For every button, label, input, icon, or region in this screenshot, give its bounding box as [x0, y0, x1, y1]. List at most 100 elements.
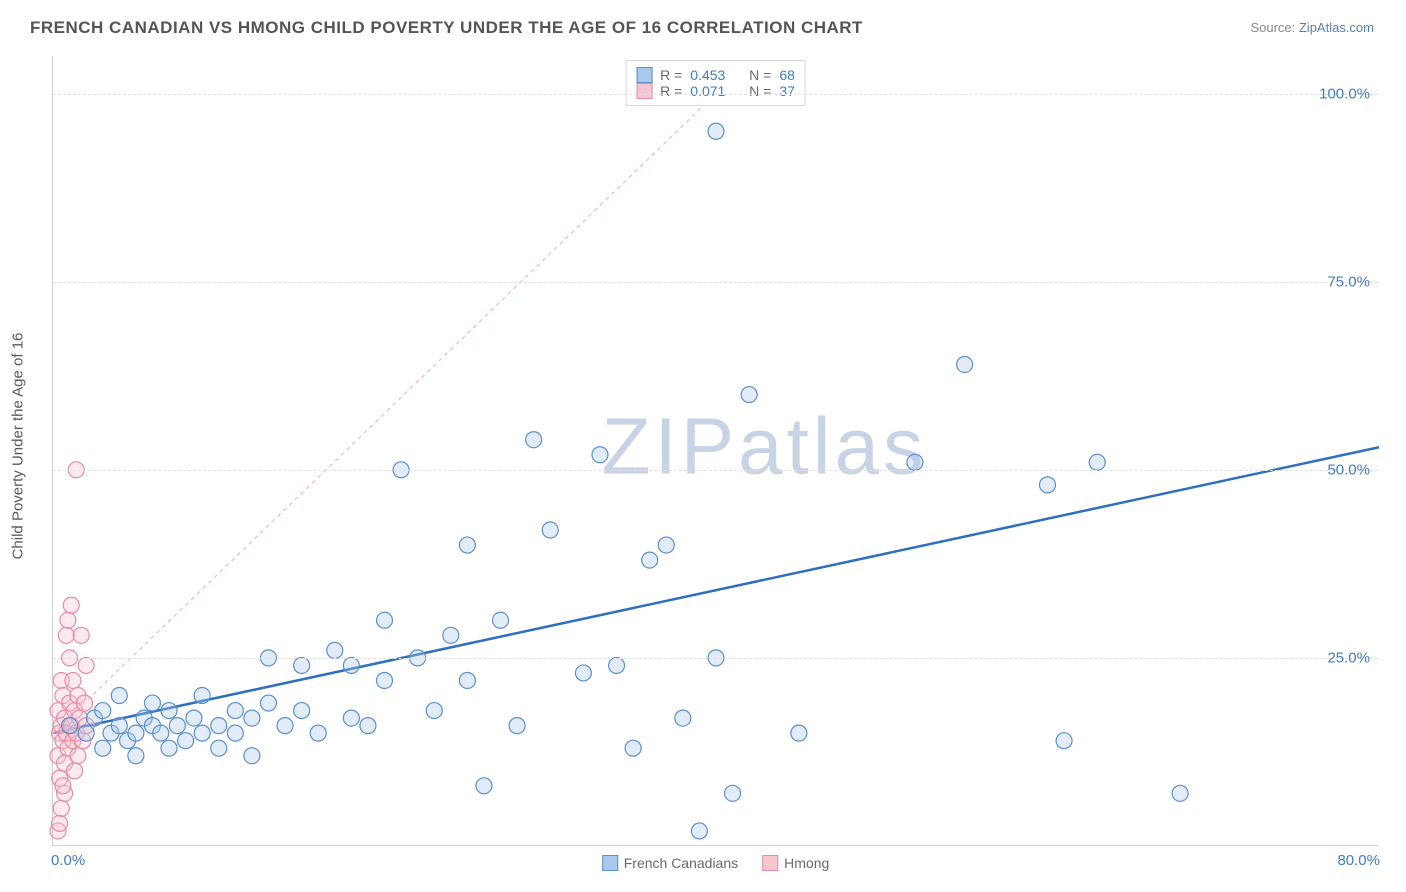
data-point — [244, 710, 260, 726]
data-point — [211, 740, 227, 756]
data-point — [1056, 733, 1072, 749]
data-point — [691, 823, 707, 839]
data-point — [60, 612, 76, 628]
data-point — [111, 688, 127, 704]
legend-row-series-0: R = 0.453 N = 68 — [636, 67, 795, 83]
data-point — [426, 703, 442, 719]
data-point — [128, 748, 144, 764]
series-legend: French Canadians Hmong — [602, 855, 830, 871]
data-point — [609, 657, 625, 673]
data-point — [186, 710, 202, 726]
data-point — [73, 627, 89, 643]
data-point — [144, 695, 160, 711]
data-point — [509, 718, 525, 734]
data-point — [76, 695, 92, 711]
data-point — [343, 710, 359, 726]
data-point — [128, 725, 144, 741]
data-point — [55, 778, 71, 794]
legend-r-label: R = — [660, 83, 682, 99]
data-point — [791, 725, 807, 741]
data-point — [178, 733, 194, 749]
legend-n-value-0: 68 — [779, 67, 795, 83]
data-point — [310, 725, 326, 741]
gridline-h — [53, 658, 1378, 659]
data-point — [542, 522, 558, 538]
data-point — [294, 703, 310, 719]
data-point — [476, 778, 492, 794]
plot-area: ZIPatlas R = 0.453 N = 68 R = 0.071 N = … — [52, 56, 1378, 846]
legend-swatch-b1 — [762, 855, 778, 871]
x-tick-min: 0.0% — [51, 852, 85, 869]
data-point — [1040, 477, 1056, 493]
data-point — [741, 387, 757, 403]
data-point — [1089, 454, 1105, 470]
data-point — [67, 763, 83, 779]
chart-title: FRENCH CANADIAN VS HMONG CHILD POVERTY U… — [30, 18, 863, 38]
data-point — [675, 710, 691, 726]
source-prefix: Source: — [1250, 20, 1298, 35]
data-point — [294, 657, 310, 673]
data-point — [575, 665, 591, 681]
data-point — [78, 725, 94, 741]
data-point — [52, 815, 68, 831]
data-point — [658, 537, 674, 553]
data-point — [244, 748, 260, 764]
legend-r-value-1: 0.071 — [690, 83, 725, 99]
data-point — [592, 447, 608, 463]
correlation-legend: R = 0.453 N = 68 R = 0.071 N = 37 — [625, 60, 806, 106]
data-point — [211, 718, 227, 734]
y-tick-label: 50.0% — [1327, 461, 1370, 478]
data-point — [377, 672, 393, 688]
legend-swatch-b0 — [602, 855, 618, 871]
data-point — [58, 627, 74, 643]
data-point — [161, 703, 177, 719]
gridline-h — [53, 94, 1378, 95]
data-point — [53, 800, 69, 816]
data-point — [526, 432, 542, 448]
data-point — [62, 718, 78, 734]
data-point — [277, 718, 293, 734]
data-point — [95, 740, 111, 756]
legend-n-value-1: 37 — [779, 83, 795, 99]
data-point — [111, 718, 127, 734]
data-point — [1172, 785, 1188, 801]
data-point — [708, 123, 724, 139]
data-point — [907, 454, 923, 470]
data-point — [343, 657, 359, 673]
data-point — [360, 718, 376, 734]
legend-n-label: N = — [749, 67, 771, 83]
data-point — [260, 695, 276, 711]
gridline-h — [53, 282, 1378, 283]
data-point — [957, 356, 973, 372]
legend-r-label: R = — [660, 67, 682, 83]
data-point — [169, 718, 185, 734]
data-point — [227, 725, 243, 741]
y-tick-label: 100.0% — [1319, 85, 1370, 102]
data-point — [459, 537, 475, 553]
data-point — [493, 612, 509, 628]
data-point — [63, 597, 79, 613]
y-tick-label: 25.0% — [1327, 649, 1370, 666]
legend-item-1: Hmong — [762, 855, 829, 871]
data-point — [227, 703, 243, 719]
data-point — [725, 785, 741, 801]
data-point — [78, 657, 94, 673]
x-tick-max: 80.0% — [1337, 852, 1380, 869]
data-point — [194, 725, 210, 741]
legend-swatch-0 — [636, 67, 652, 83]
data-point — [625, 740, 641, 756]
data-point — [443, 627, 459, 643]
legend-n-label: N = — [749, 83, 771, 99]
source-link[interactable]: ZipAtlas.com — [1299, 20, 1374, 35]
data-point — [161, 740, 177, 756]
legend-r-value-0: 0.453 — [690, 67, 725, 83]
legend-swatch-1 — [636, 83, 652, 99]
data-point — [95, 703, 111, 719]
data-point — [642, 552, 658, 568]
data-point — [65, 672, 81, 688]
data-point — [327, 642, 343, 658]
legend-label-0: French Canadians — [624, 855, 738, 871]
data-point — [153, 725, 169, 741]
y-tick-label: 75.0% — [1327, 273, 1370, 290]
legend-label-1: Hmong — [784, 855, 829, 871]
